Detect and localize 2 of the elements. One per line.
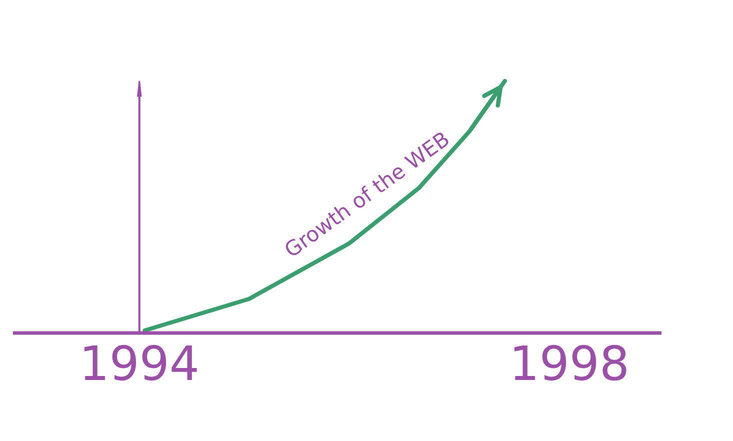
x-tick-label: 1994 (84, 344, 197, 381)
x-tick-label: 1998 (514, 344, 626, 381)
